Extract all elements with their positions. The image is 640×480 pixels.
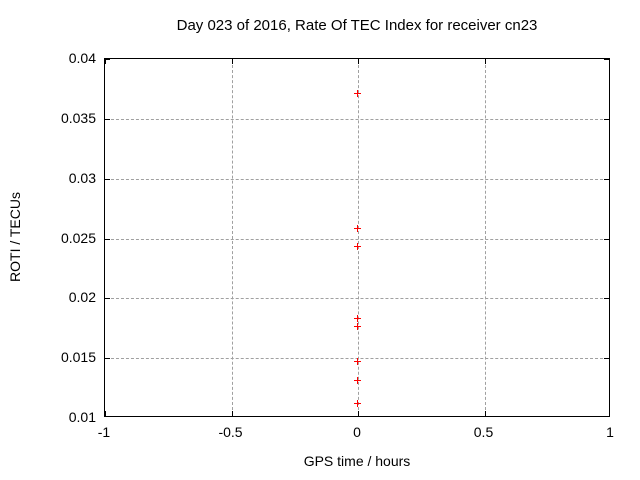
y-axis-label: ROTI / TECUs xyxy=(7,192,23,282)
y-tick-mark xyxy=(604,298,609,300)
y-tick-mark xyxy=(105,59,110,60)
vertical-gridline xyxy=(484,60,486,415)
y-tick-label: 0.02 xyxy=(68,289,96,306)
data-point-marker xyxy=(354,314,361,322)
x-tick-mark xyxy=(358,411,359,416)
y-tick-mark xyxy=(105,178,110,180)
x-tick-label: -1 xyxy=(97,424,111,440)
marker-bar xyxy=(357,399,358,407)
marker-bar xyxy=(357,314,358,322)
x-tick-label: 1 xyxy=(606,424,614,440)
y-tick-label: 0.01 xyxy=(68,409,96,425)
vertical-gridline xyxy=(231,60,233,415)
y-tick-label: 0.035 xyxy=(60,109,96,126)
horizontal-gridline xyxy=(106,178,608,180)
marker-bar xyxy=(357,323,358,331)
data-point-marker xyxy=(354,89,361,97)
y-tick-mark xyxy=(604,358,609,360)
marker-bar xyxy=(357,224,358,232)
y-tick-label: 0.04 xyxy=(68,50,96,66)
horizontal-gridline xyxy=(106,298,608,300)
x-tick-mark xyxy=(231,411,233,416)
chart-title: Day 023 of 2016, Rate Of TEC Index for r… xyxy=(176,17,538,34)
data-point-marker xyxy=(354,242,361,250)
x-tick-mark xyxy=(358,59,359,64)
horizontal-gridline xyxy=(106,118,608,120)
data-point-marker xyxy=(354,224,361,232)
marker-bar xyxy=(357,242,358,250)
y-tick-mark xyxy=(604,59,609,60)
x-tick-mark xyxy=(105,411,106,416)
x-tick-mark xyxy=(484,59,486,64)
x-axis-label: GPS time / hours xyxy=(303,453,411,469)
y-tick-mark xyxy=(105,118,110,120)
y-tick-mark xyxy=(604,178,609,180)
y-tick-mark xyxy=(105,416,110,417)
y-tick-label: 0.015 xyxy=(60,349,96,366)
x-tick-mark xyxy=(105,59,106,64)
y-tick-mark xyxy=(604,416,609,417)
y-tick-mark xyxy=(105,358,110,360)
x-tick-mark xyxy=(484,411,486,416)
vertical-gridline xyxy=(358,60,359,415)
horizontal-gridline xyxy=(106,238,608,240)
x-tick-label: -0.5 xyxy=(218,424,243,440)
y-tick-mark xyxy=(604,118,609,120)
data-point-marker xyxy=(354,323,361,331)
marker-bar xyxy=(357,357,358,365)
y-tick-mark xyxy=(105,238,110,240)
y-tick-label: 0.03 xyxy=(68,169,96,186)
marker-bar xyxy=(357,376,358,384)
data-point-marker xyxy=(354,376,361,384)
x-tick-mark xyxy=(231,59,233,64)
x-tick-label: 0.5 xyxy=(473,424,494,440)
y-tick-label: 0.025 xyxy=(60,229,96,246)
y-tick-mark xyxy=(105,298,110,300)
plot-area xyxy=(104,58,610,417)
x-tick-mark xyxy=(609,59,610,64)
data-point-marker xyxy=(354,357,361,365)
data-point-marker xyxy=(354,399,361,407)
y-tick-mark xyxy=(604,238,609,240)
x-tick-mark xyxy=(609,411,610,416)
x-tick-label: 0 xyxy=(353,424,361,440)
marker-bar xyxy=(357,89,358,97)
